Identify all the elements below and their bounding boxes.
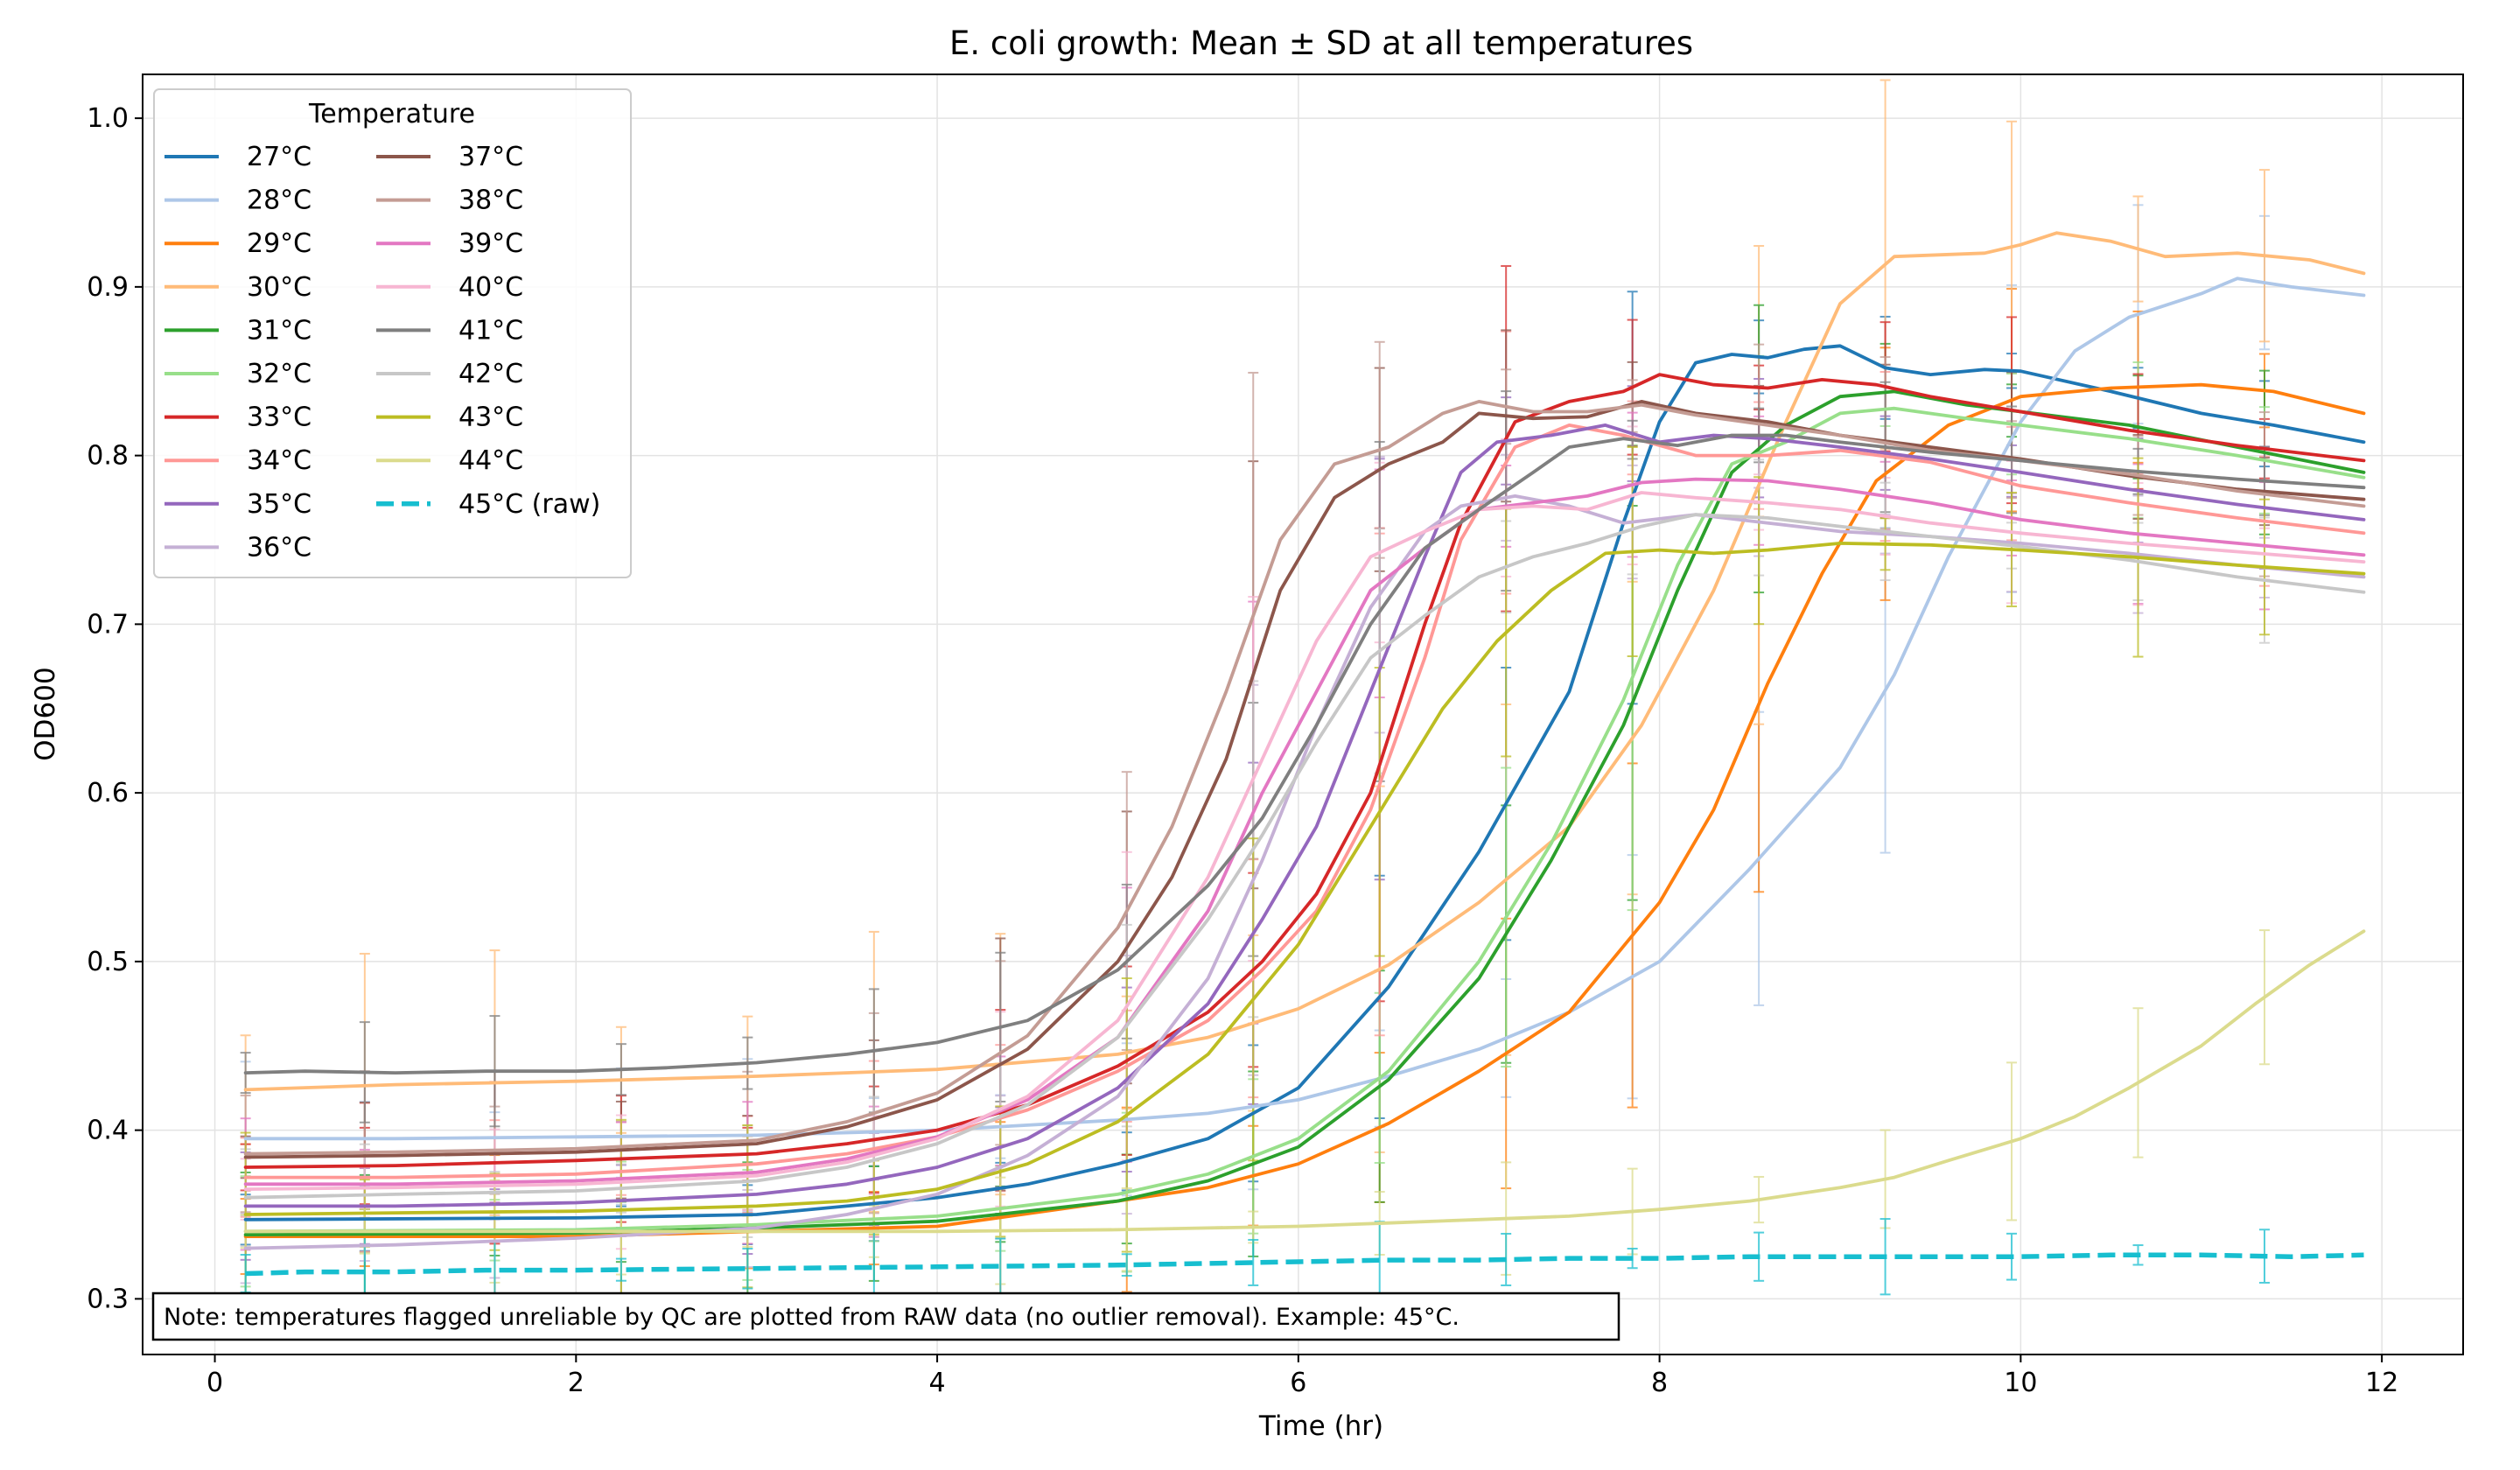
legend-label: 32°C [247,359,312,389]
x-tick-label: 2 [568,1368,584,1398]
axis-ticks: 0 2 4 6 8 10 12 0.3 0.4 0.5 0.6 0.7 0.8 0.9 1.0 [87,103,2398,1398]
legend-label: 38°C [458,186,523,216]
y-tick-label: 0.7 [87,609,129,640]
series-line [243,344,2366,1222]
series-line [243,400,2366,1156]
legend-label: 43°C [458,402,523,433]
legend-item: 33°C [164,402,312,433]
legend-item: 38°C [376,186,523,216]
legend-label: 36°C [247,532,312,563]
y-tick-label: 0.4 [87,1116,129,1146]
legend-label: 30°C [247,272,312,303]
series-line [243,400,2366,1159]
legend-label: 39°C [458,228,523,259]
legend-item: 39°C [376,228,523,259]
legend-label: 41°C [458,315,523,346]
error-bar [742,1248,753,1290]
note-box: Note: temperatures flagged unreliable by… [151,1292,1620,1341]
series-line [243,231,2366,1092]
legend-item: 31°C [164,315,312,346]
legend-label: 42°C [458,359,523,389]
legend-item: 28°C [164,186,312,216]
series-line [243,424,2366,1208]
series-line [243,542,2366,1216]
legend-item: 32°C [164,359,312,389]
x-axis-label: Time (hr) [1258,1410,1383,1442]
x-tick-label: 6 [1290,1368,1306,1398]
series-line [243,513,2366,1200]
legend-label: 28°C [247,186,312,216]
legend-item: 40°C [376,272,523,303]
y-tick-label: 0.5 [87,947,129,977]
legend-label: 40°C [458,272,523,303]
note-text: Note: temperatures flagged unreliable by… [164,1304,1460,1331]
chart-title: E. coli growth: Mean ± SD at all tempera… [949,24,1693,62]
y-axis-label: OD600 [30,667,61,760]
y-tick-label: 0.9 [87,272,129,303]
legend-title: Temperature [308,99,475,130]
legend-label: 34°C [247,445,312,476]
series-line [243,424,2366,1180]
legend-item: 42°C [376,359,523,389]
series-line [243,929,2366,1234]
x-tick-label: 12 [2365,1368,2398,1398]
legend-label: 44°C [458,445,523,476]
series-line [243,491,2366,1191]
legend-item: 34°C [164,445,312,476]
legend: Temperature 27°C 28°C 29°C 30°C 31°C 32°C 33°C… [153,88,632,578]
x-tick-label: 0 [206,1368,223,1398]
x-tick-label: 4 [929,1368,946,1398]
legend-frame [153,88,632,578]
series-line [245,1252,2364,1277]
y-tick-label: 0.6 [87,778,129,808]
legend-item: 37°C [376,142,523,172]
legend-label: 45°C (raw) [458,489,600,520]
legend-item: 27°C [164,142,312,172]
legend-label: 31°C [247,315,312,346]
legend-item: 36°C [164,532,312,563]
legend-label: 33°C [247,402,312,433]
legend-item: 44°C [376,445,523,476]
series-line [243,433,2366,1074]
legend-label: 29°C [247,228,312,259]
legend-label: 27°C [247,142,312,172]
series-lines [243,231,2366,1277]
error-bar [1248,1238,1259,1286]
legend-label: 37°C [458,142,523,172]
legend-item: 41°C [376,315,523,346]
y-tick-label: 1.0 [87,103,129,134]
legend-item: 29°C [164,228,312,259]
legend-item: 43°C [376,402,523,433]
legend-label: 35°C [247,489,312,520]
legend-item: 45°C (raw) [376,489,600,520]
legend-item: 30°C [164,272,312,303]
y-tick-label: 0.3 [87,1284,129,1314]
x-tick-label: 10 [2004,1368,2037,1398]
y-tick-label: 0.8 [87,441,129,472]
x-tick-label: 8 [1651,1368,1668,1398]
error-bar [615,1257,626,1282]
note-frame [151,1292,1620,1341]
plot-frame [142,74,2464,1355]
series-line [243,276,2366,1141]
error-bar [1121,1253,1132,1277]
legend-item: 35°C [164,489,312,520]
series-line [243,406,2366,1234]
